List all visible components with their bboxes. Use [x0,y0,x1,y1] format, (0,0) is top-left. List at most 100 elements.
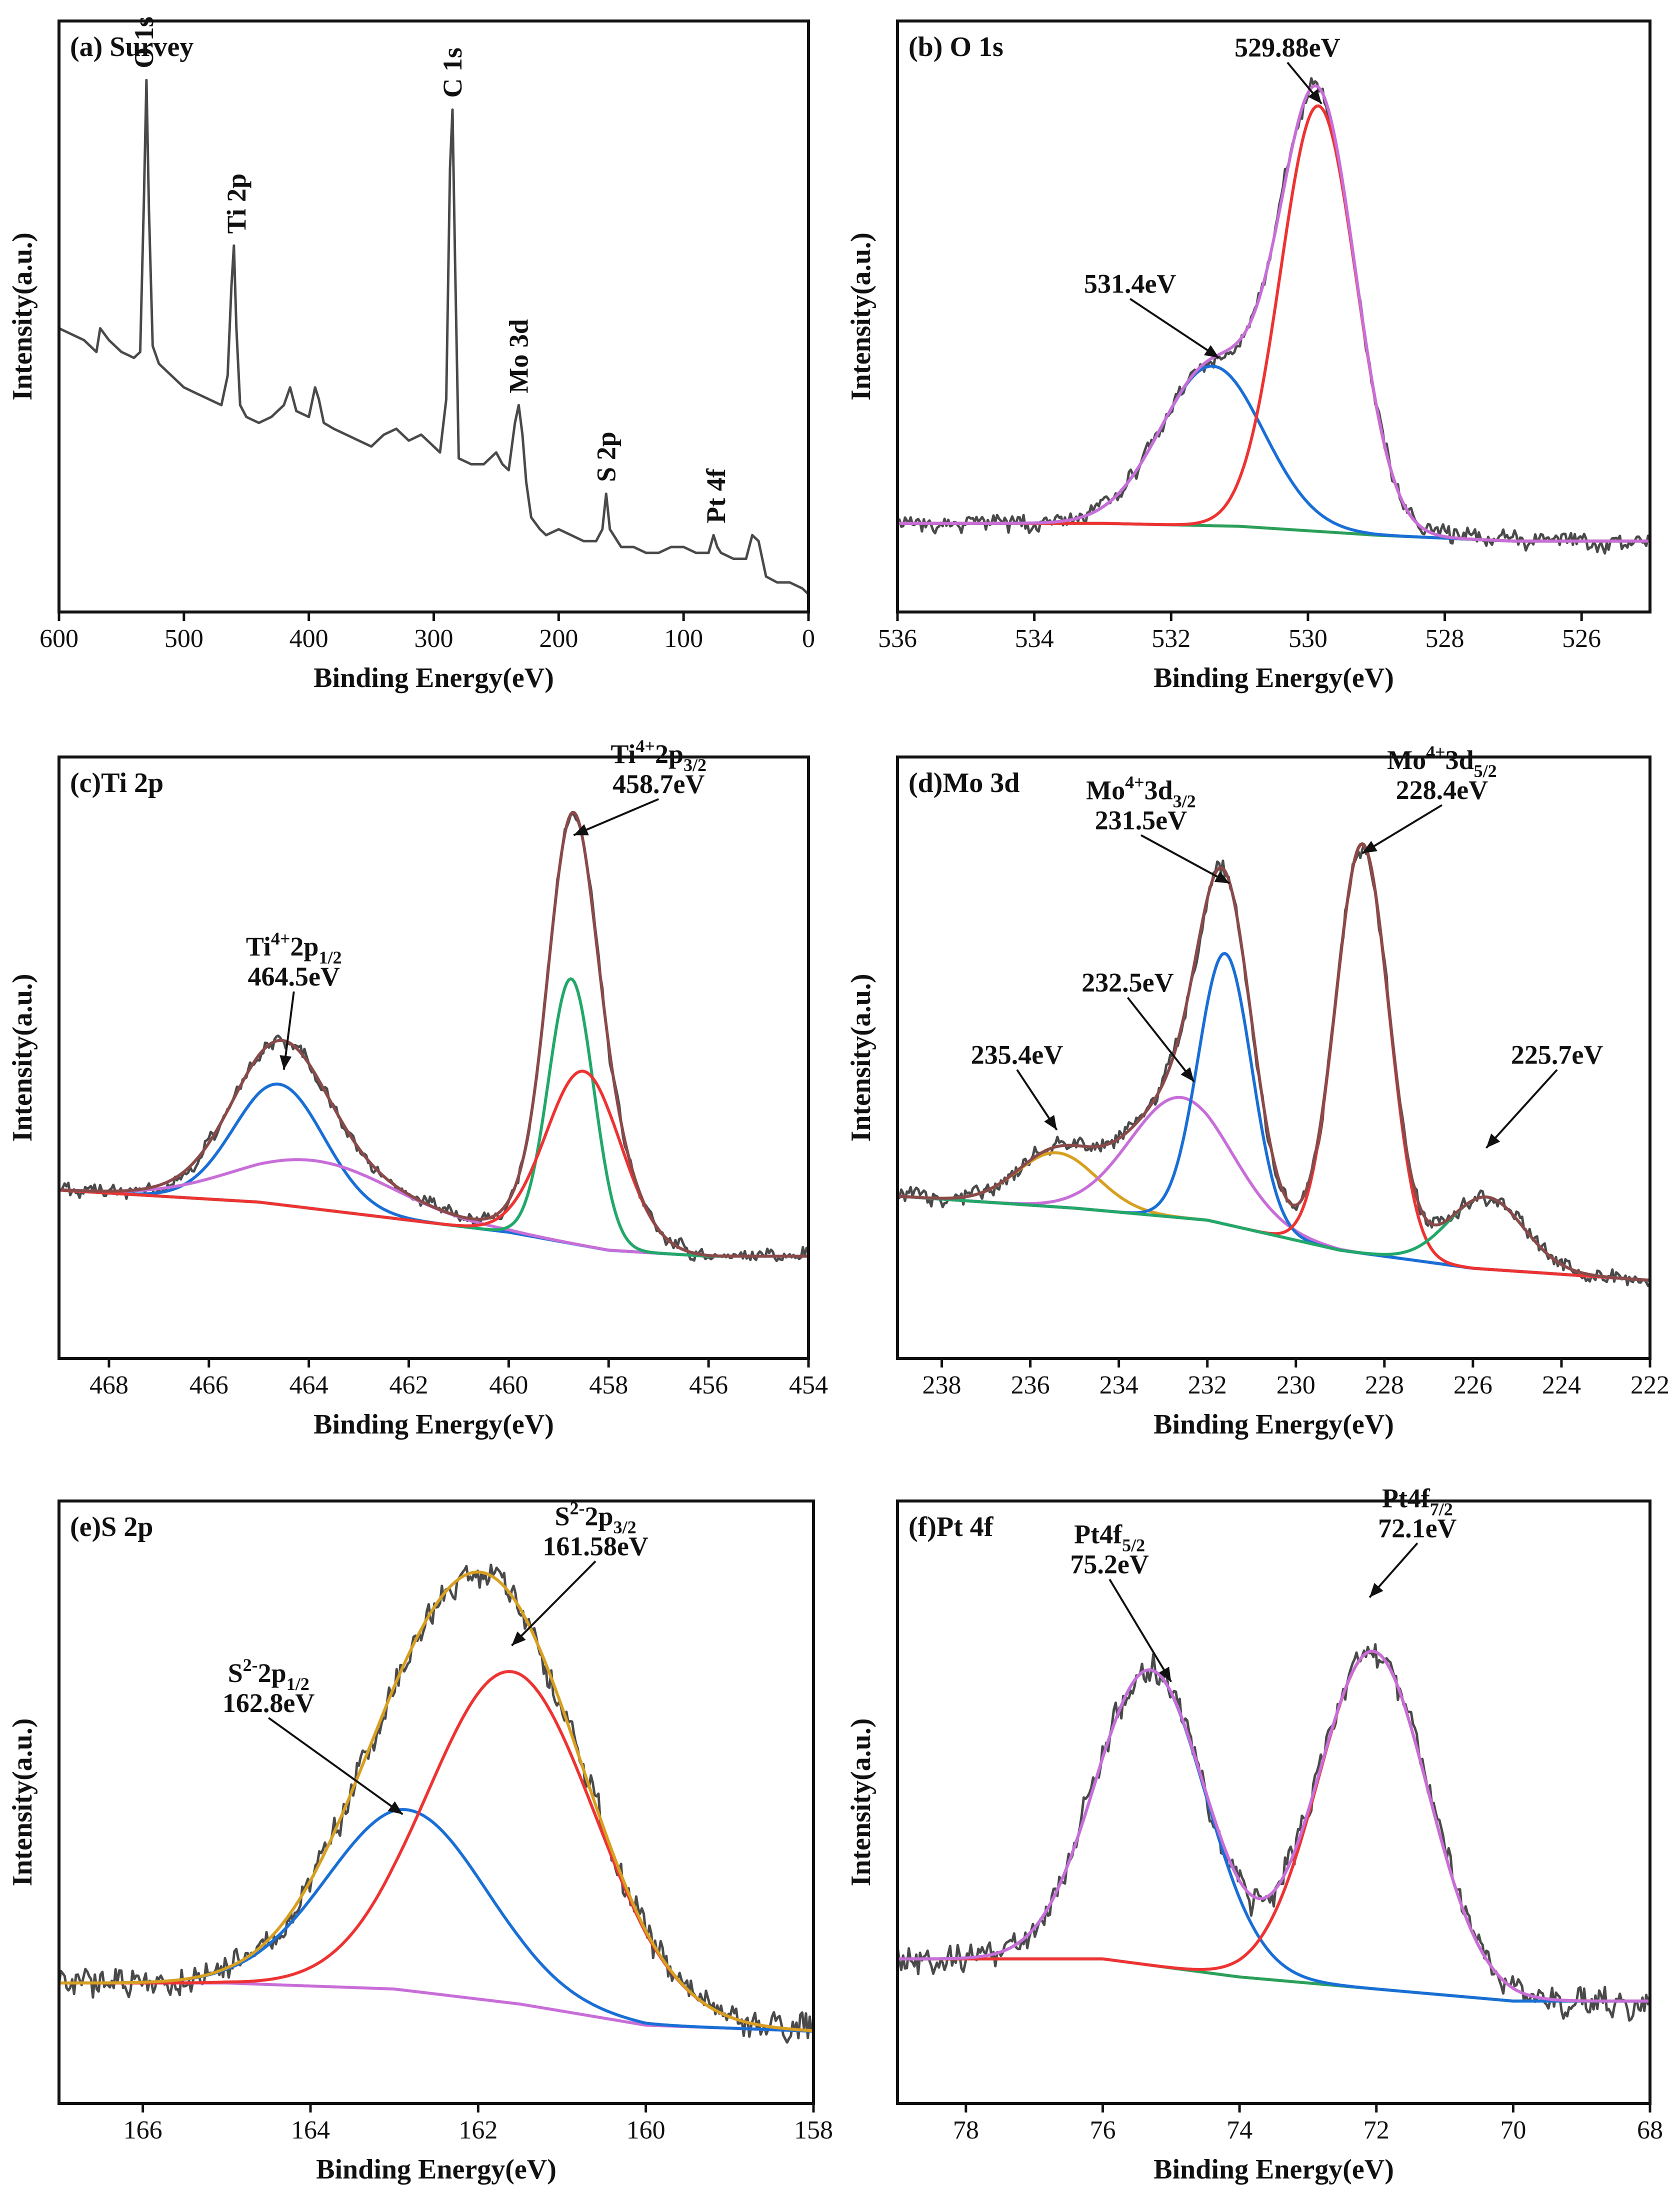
annotation-text: 162.8eV [222,1688,314,1718]
arrow-head [280,1055,292,1070]
plot-frame [58,1500,815,2105]
x-tick-label: 162 [458,2116,498,2144]
peak-label: Pt 4f [701,468,731,523]
annotation-text: 225.7eV [1511,1040,1603,1070]
annotation-text-main: 231.5eV [1095,805,1187,835]
x-tick-label: 462 [390,1371,428,1400]
arrow-head [1180,1067,1194,1082]
peak-label: Mo 3d [504,319,534,394]
annotation-text-main: 161.58eV [542,1531,648,1561]
annotation-text-sup: 4+ [636,736,655,756]
panel-c: 468 466 464 462 460 458 456 454 Binding Energy(e… [7,736,828,1440]
x-tick-label: 534 [1015,624,1054,653]
annotation-text: 531.4eV [1084,269,1176,299]
y-axis-label: Intensity(a.u.) [7,232,38,400]
panel-e: 166 164 162 160 158 Binding Energy(eV) Intensi… [7,1498,833,2185]
x-tick-label: 158 [794,2116,833,2144]
x-tick-label: 200 [539,624,578,653]
annotation-text-main: Mo [1387,745,1426,775]
arrow-line [1485,1069,1558,1149]
x-tick-label: 78 [953,2116,979,2144]
annotation: 235.4eV [971,1040,1063,1130]
arrow-head [574,824,589,836]
annotation-text: 75.2eV [1070,1550,1148,1580]
annotation-text-sub: 5/2 [1474,761,1497,781]
annotation-text-main: Ti [246,932,271,962]
annotation-text-main2: 2p [585,1501,614,1531]
arrow-head [512,1631,526,1646]
raw-spectrum [59,1564,814,2044]
arrow-line [1108,1578,1172,1682]
annotation: Pt4f5/275.2eV [1070,1520,1172,1682]
annotation-text-main: 225.7eV [1511,1040,1603,1070]
annotation-text: 231.5eV [1095,805,1187,835]
annotation-text-main: S [555,1501,570,1531]
x-axis-label: Binding Energy(eV) [314,1409,554,1440]
annotation-text: Ti4+2p3/2 [610,736,706,775]
x-tick-label: 530 [1288,624,1328,653]
annotation-text-main2: 2p [290,932,318,962]
plot-frame [896,20,1652,614]
annotation-text-main: Pt4f [1382,1483,1430,1513]
arrow-head [1214,871,1230,884]
annotation-text: 228.4eV [1396,775,1488,805]
annotation-text-sup: 4+ [271,928,290,948]
arrow-head [1308,89,1322,104]
panel-title: (b) O 1s [908,32,1004,62]
annotation-text-sup: 4+ [1426,742,1446,762]
annotation-text-main: 531.4eV [1084,269,1176,299]
annotation-text: Ti4+2p1/2 [246,928,342,968]
annotation-text: Mo4+3d3/2 [1086,772,1196,811]
x-tick-label: 526 [1562,624,1601,653]
annotation-text-sup: 2- [243,1655,258,1675]
x-tick-label: 454 [789,1371,828,1400]
y-axis-label: Intensity(a.u.) [846,1718,876,1886]
x-tick-label: 228 [1365,1371,1404,1400]
arrow-line [510,1560,596,1646]
x-tick-label: 76 [1090,2116,1116,2144]
annotation: 529.88eV [1234,32,1340,104]
annotation: Pt4f7/272.1eV [1368,1483,1457,1598]
x-tick-label: 400 [290,624,328,653]
plot-area [59,1564,814,2044]
x-tick-label: 532 [1152,624,1190,653]
envelope-fit [59,810,808,1258]
annotation-text: S2-2p3/2 [555,1498,636,1537]
arrow-head [1044,1114,1057,1130]
annotation-text: 232.5eV [1082,968,1174,998]
arrow-line [1140,834,1230,884]
x-axis-label: Binding Energy(eV) [316,2154,556,2185]
annotation-text-main: 529.88eV [1234,32,1340,62]
annotation-text-main: 235.4eV [971,1040,1063,1070]
y-axis-label: Intensity(a.u.) [7,1718,38,1886]
plot-frame [58,756,810,1360]
annotation-text-main2: 2p [655,739,684,769]
panel-f: 78 76 74 72 70 68 Binding Energy(eV) Intensity(… [846,1483,1663,2185]
x-tick-label: 226 [1454,1371,1492,1400]
x-tick-label: 70 [1500,2116,1526,2144]
annotation-text-sub: 1/2 [318,948,342,968]
arrow-line [1130,298,1220,359]
x-tick-label: 222 [1630,1371,1670,1400]
panel-b: 536 534 532 530 528 526 Binding Energy(eV) Inte… [846,20,1652,694]
arrow-head [388,1801,403,1814]
x-tick-label: 300 [414,624,454,653]
peak-label: O 1s [129,16,159,68]
annotation-text: S2-2p1/2 [228,1655,310,1694]
envelope-fit [898,842,1650,1282]
x-tick-label: 234 [1100,1371,1138,1400]
panel-title: (c)Ti 2p [70,768,164,798]
x-tick-label: 230 [1276,1371,1316,1400]
plot-area [898,1643,1650,2022]
annotation-text-main: 464.5eV [248,962,340,992]
annotation-text-main: 228.4eV [1396,775,1488,805]
annotation-text-sub: 3/2 [614,1517,636,1537]
component-peak [59,1670,814,2032]
y-axis-label: Intensity(a.u.) [846,974,876,1142]
annotation-text-main: Mo [1086,775,1125,805]
component-peak [898,952,1650,1282]
